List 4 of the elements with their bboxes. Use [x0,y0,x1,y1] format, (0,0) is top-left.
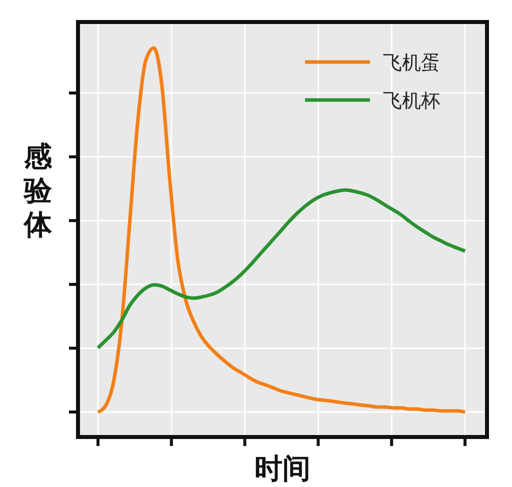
legend-label: 飞机蛋 [383,52,440,74]
y-axis-title: 感验体 [23,140,53,241]
legend-label: 飞机杯 [383,90,440,112]
x-axis-title: 时间 [254,452,310,485]
